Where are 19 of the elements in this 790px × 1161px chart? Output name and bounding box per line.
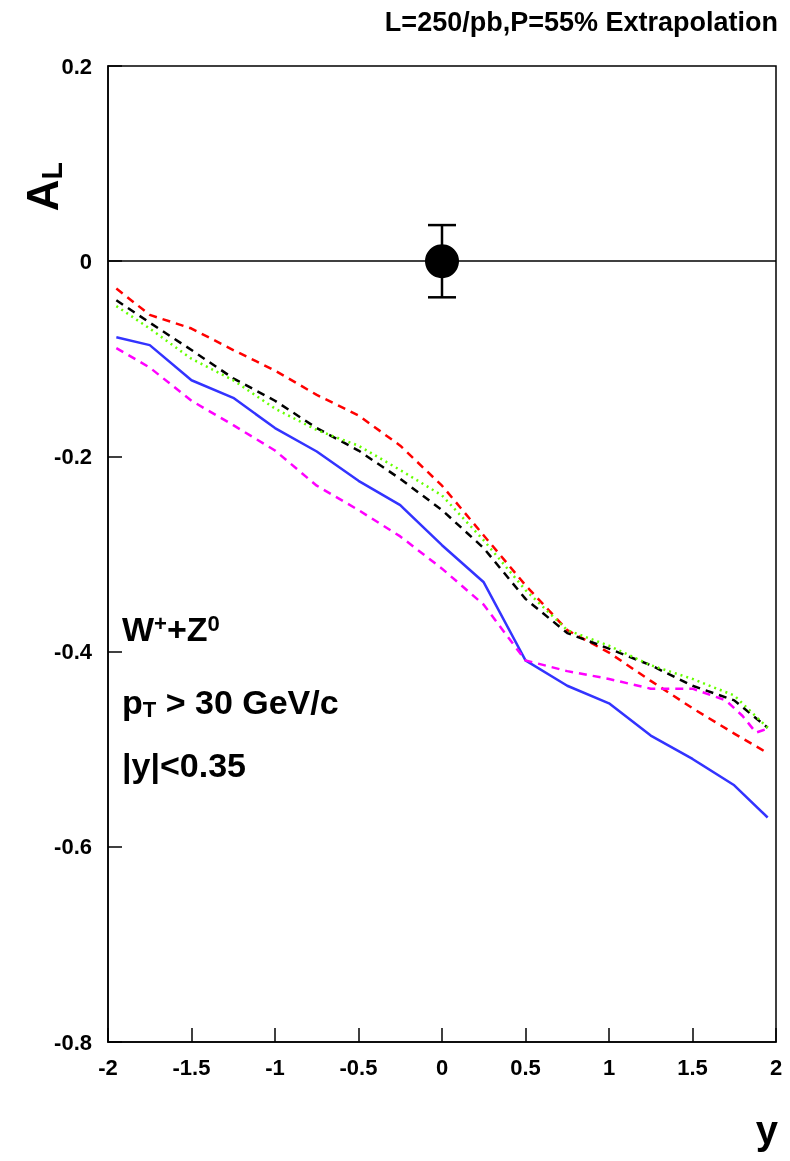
y-tick-label: 0 [79,248,92,274]
x-tick-label: 1.5 [677,1054,708,1080]
y-axis-title: AL [17,162,68,212]
chart-title: L=250/pb,P=55% Extrapolation [384,6,779,37]
x-tick-label: -1 [265,1054,285,1080]
y-tick-label: -0.8 [54,1029,92,1055]
y-tick-label: -0.2 [54,443,92,469]
y-tick-label: -0.6 [54,834,92,860]
y-tick-label: -0.4 [54,639,93,665]
x-tick-label: 0 [435,1054,449,1080]
x-tick-label: -0.5 [339,1054,378,1080]
x-tick-label: 2 [769,1054,783,1080]
x-tick-label: 0.5 [510,1054,541,1080]
x-axis-title: y [755,1108,779,1152]
x-tick-label: -1.5 [172,1054,211,1080]
x-tick-label: -2 [98,1054,118,1080]
x-tick-label: 1 [602,1054,616,1080]
y-tick-label: 0.2 [61,53,92,79]
annotation: |y|<0.35 [122,746,246,784]
